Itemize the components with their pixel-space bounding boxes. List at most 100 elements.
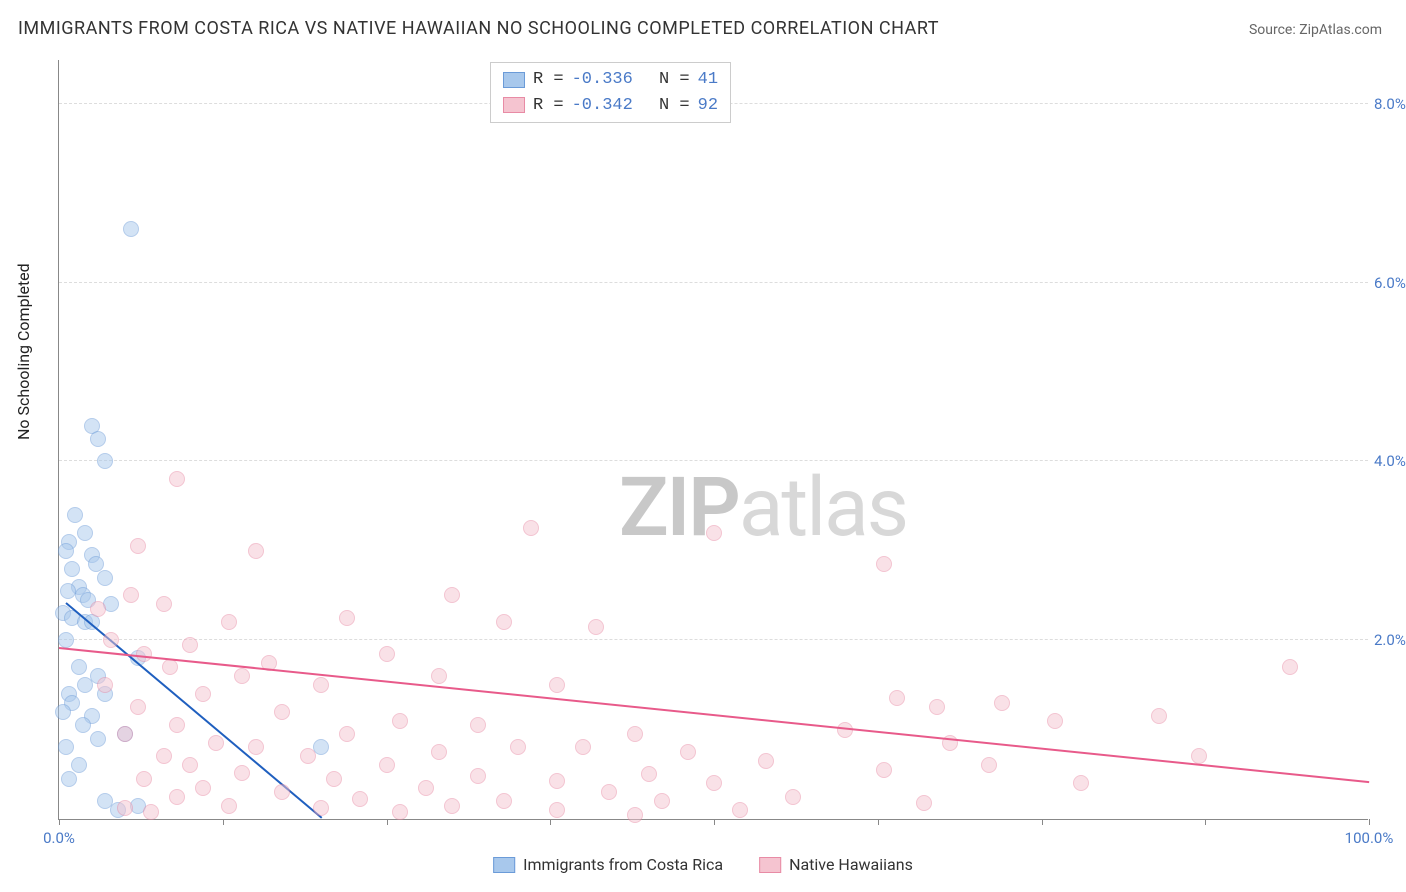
data-point xyxy=(169,471,185,487)
data-point xyxy=(58,543,74,559)
r-value-2: -0.342 xyxy=(572,93,633,119)
data-point xyxy=(97,453,113,469)
data-point xyxy=(994,695,1010,711)
n-value-1: 41 xyxy=(698,67,718,93)
data-point xyxy=(71,659,87,675)
data-point xyxy=(654,793,670,809)
watermark-bold: ZIP xyxy=(619,460,739,556)
data-point xyxy=(496,793,512,809)
chart-plot-area: ZIPatlas 2.0%4.0%6.0%8.0%0.0%100.0% xyxy=(58,60,1368,820)
watermark: ZIPatlas xyxy=(619,460,907,556)
data-point xyxy=(169,789,185,805)
data-point xyxy=(549,802,565,818)
source-label: Source: xyxy=(1249,22,1296,38)
data-point xyxy=(418,780,434,796)
data-point xyxy=(97,677,113,693)
y-tick-label: 6.0% xyxy=(1374,274,1406,292)
data-point xyxy=(549,677,565,693)
data-point xyxy=(575,739,591,755)
data-point xyxy=(470,768,486,784)
data-point xyxy=(75,717,91,733)
data-point xyxy=(392,713,408,729)
data-point xyxy=(627,726,643,742)
data-point xyxy=(182,757,198,773)
x-tick-mark xyxy=(878,819,879,825)
legend-item-2: Native Hawaiians xyxy=(759,855,913,874)
data-point xyxy=(208,735,224,751)
data-point xyxy=(58,739,74,755)
data-point xyxy=(221,798,237,814)
data-point xyxy=(470,717,486,733)
data-point xyxy=(136,646,152,662)
watermark-rest: atlas xyxy=(739,460,907,556)
data-point xyxy=(876,762,892,778)
data-point xyxy=(313,800,329,816)
data-point xyxy=(641,766,657,782)
x-tick-mark xyxy=(714,819,715,825)
data-point xyxy=(352,791,368,807)
data-point xyxy=(143,804,159,820)
data-point xyxy=(444,587,460,603)
data-point xyxy=(156,596,172,612)
data-point xyxy=(103,632,119,648)
data-point xyxy=(706,775,722,791)
swatch-series-1 xyxy=(503,72,525,88)
data-point xyxy=(123,587,139,603)
r-value-1: -0.336 xyxy=(572,67,633,93)
data-point xyxy=(117,726,133,742)
x-tick-mark xyxy=(1042,819,1043,825)
data-point xyxy=(706,525,722,541)
data-point xyxy=(889,690,905,706)
x-tick-mark xyxy=(59,819,60,825)
y-tick-label: 8.0% xyxy=(1374,95,1406,113)
data-point xyxy=(58,632,74,648)
gridline xyxy=(59,282,1368,283)
x-tick-mark xyxy=(550,819,551,825)
data-point xyxy=(339,610,355,626)
data-point xyxy=(130,538,146,554)
gridline xyxy=(59,460,1368,461)
data-point xyxy=(1047,713,1063,729)
swatch-series-2 xyxy=(759,857,781,873)
stats-row-series-1: R = -0.336 N = 41 xyxy=(503,67,718,93)
data-point xyxy=(61,771,77,787)
data-point xyxy=(732,802,748,818)
data-point xyxy=(379,646,395,662)
data-point xyxy=(90,731,106,747)
chart-title: IMMIGRANTS FROM COSTA RICA VS NATIVE HAW… xyxy=(18,18,939,39)
data-point xyxy=(379,757,395,773)
x-tick-label: 0.0% xyxy=(43,829,75,847)
data-point xyxy=(1282,659,1298,675)
data-point xyxy=(274,784,290,800)
data-point xyxy=(431,668,447,684)
data-point xyxy=(627,807,643,823)
data-point xyxy=(916,795,932,811)
data-point xyxy=(234,765,250,781)
swatch-series-1 xyxy=(493,857,515,873)
x-tick-mark xyxy=(1205,819,1206,825)
stats-row-series-2: R = -0.342 N = 92 xyxy=(503,93,718,119)
source-attribution: Source: ZipAtlas.com xyxy=(1249,22,1382,38)
data-point xyxy=(444,798,460,814)
data-point xyxy=(929,699,945,715)
x-tick-mark xyxy=(1369,819,1370,825)
data-point xyxy=(785,789,801,805)
y-axis-label: No Schooling Completed xyxy=(14,263,33,440)
r-label: R = xyxy=(533,93,564,119)
data-point xyxy=(248,543,264,559)
gridline xyxy=(59,639,1368,640)
data-point xyxy=(90,601,106,617)
data-point xyxy=(97,570,113,586)
data-point xyxy=(67,507,83,523)
data-point xyxy=(981,757,997,773)
data-point xyxy=(130,699,146,715)
r-label: R = xyxy=(533,67,564,93)
data-point xyxy=(549,773,565,789)
legend-label-1: Immigrants from Costa Rica xyxy=(523,855,723,874)
data-point xyxy=(248,739,264,755)
x-tick-mark xyxy=(223,819,224,825)
source-value: ZipAtlas.com xyxy=(1299,22,1382,38)
data-point xyxy=(274,704,290,720)
data-point xyxy=(339,726,355,742)
legend-item-1: Immigrants from Costa Rica xyxy=(493,855,723,874)
